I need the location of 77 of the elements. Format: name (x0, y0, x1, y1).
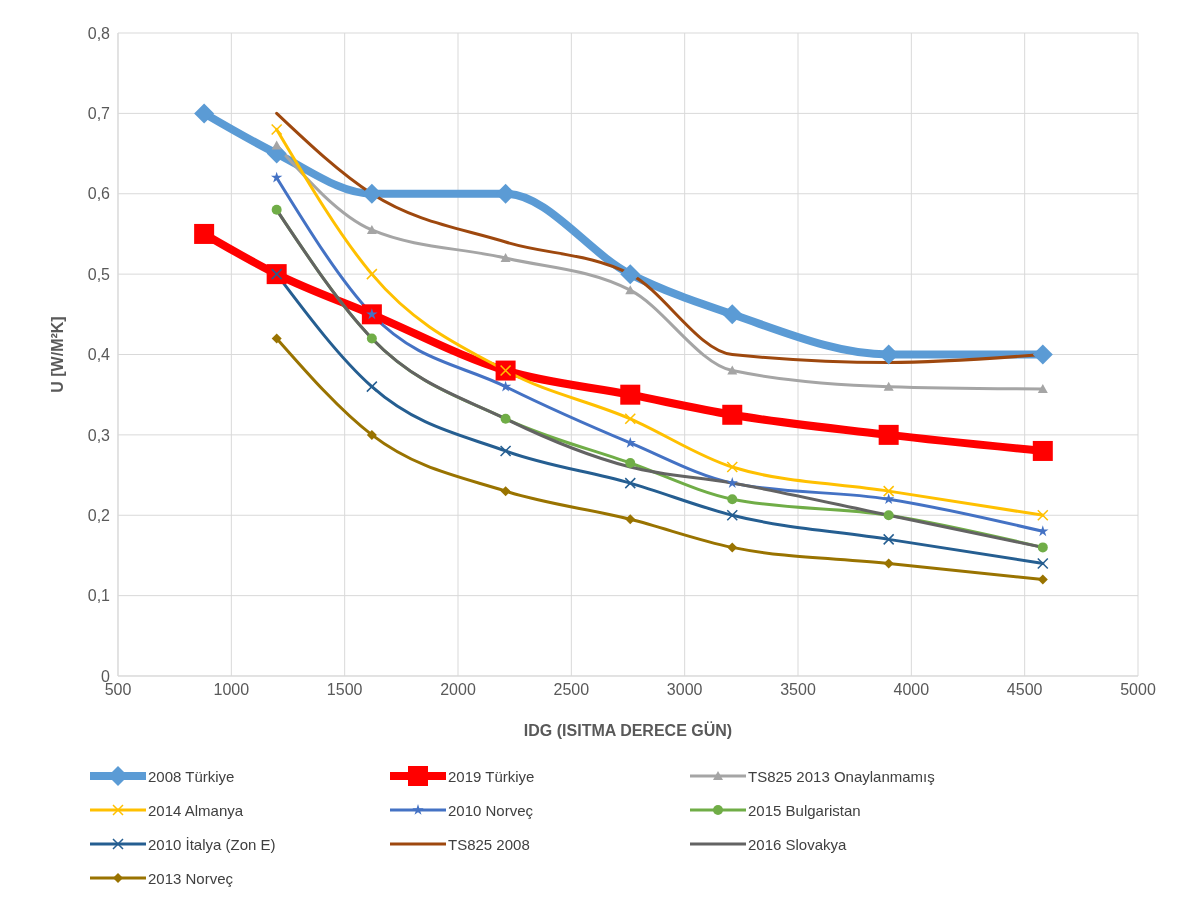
x-tick-label: 3000 (666, 681, 703, 699)
point (1032, 344, 1053, 365)
y-tick-label: 0,6 (87, 185, 111, 203)
point (883, 558, 894, 569)
legend-label: 2010 Norveç (448, 801, 534, 819)
point (722, 404, 743, 425)
point (194, 223, 215, 244)
legend-label: 2008 Türkiye (148, 767, 235, 785)
legend-label: 2013 Norveç (148, 869, 234, 887)
point (727, 542, 738, 553)
point (726, 509, 739, 521)
y-tick-label: 0,1 (87, 587, 111, 605)
point (366, 268, 378, 280)
point (882, 485, 895, 497)
point (366, 429, 377, 440)
x-tick-label: 2000 (440, 681, 476, 699)
point (500, 486, 511, 497)
x-tick-label: 3500 (780, 681, 816, 699)
point (1037, 509, 1049, 521)
point (625, 458, 636, 469)
y-tick-label: 0,4 (87, 346, 111, 364)
legend-label: TS825 2008 (448, 835, 530, 853)
legend-label: TS825 2013 Onaylanmamış (748, 767, 935, 785)
point (882, 493, 895, 505)
x-tick-label: 2500 (553, 681, 590, 699)
point (366, 224, 377, 234)
point (271, 333, 282, 344)
point (500, 413, 511, 424)
y-tick-label: 0,2 (87, 506, 111, 524)
legend-label: 2016 Slovakya (748, 835, 847, 853)
x-tick-label: 5000 (1120, 681, 1156, 699)
point (1037, 574, 1048, 585)
y-tick-label: 0,5 (87, 265, 111, 283)
legend-label: 2019 Türkiye (448, 767, 535, 785)
x-tick-label: 1000 (213, 681, 250, 699)
point (270, 123, 283, 136)
point (499, 445, 512, 457)
point (624, 477, 637, 489)
y-tick-label: 0,3 (87, 426, 111, 444)
point (361, 183, 382, 204)
legend-label: 2015 Bulgaristan (748, 801, 861, 819)
x-tick-label: 4500 (1006, 681, 1043, 699)
point (271, 204, 282, 215)
point (366, 333, 377, 344)
point (620, 264, 641, 285)
point (883, 381, 894, 391)
point (1037, 542, 1048, 553)
point (194, 103, 215, 124)
point (625, 285, 636, 295)
y-axis-title: U [W/M²K] (49, 316, 66, 393)
point (624, 413, 637, 425)
point (727, 494, 738, 505)
point (727, 365, 738, 375)
point (1037, 384, 1048, 394)
x-tick-label: 4000 (893, 681, 930, 699)
x-tick-label: 500 (104, 681, 132, 699)
point (271, 140, 282, 150)
y-tick-label: 0,7 (87, 105, 111, 123)
point (620, 384, 641, 405)
point (500, 253, 511, 263)
point (883, 510, 894, 521)
y-tick-label: 0,8 (87, 24, 111, 42)
point (726, 477, 738, 488)
x-axis-title: IDG (ISITMA DERECE GÜN) (523, 721, 733, 739)
point (366, 380, 378, 393)
point (625, 514, 636, 525)
point (722, 304, 743, 325)
legend-label: 2014 Almanya (148, 801, 244, 819)
x-tick-label: 1500 (326, 681, 363, 699)
point (726, 461, 739, 473)
point (1032, 440, 1053, 461)
point (266, 264, 287, 285)
point (882, 533, 895, 546)
point (270, 171, 283, 183)
point (878, 424, 899, 445)
point (1037, 557, 1049, 570)
legend-label: 2010 İtalya (Zon E) (148, 835, 276, 853)
